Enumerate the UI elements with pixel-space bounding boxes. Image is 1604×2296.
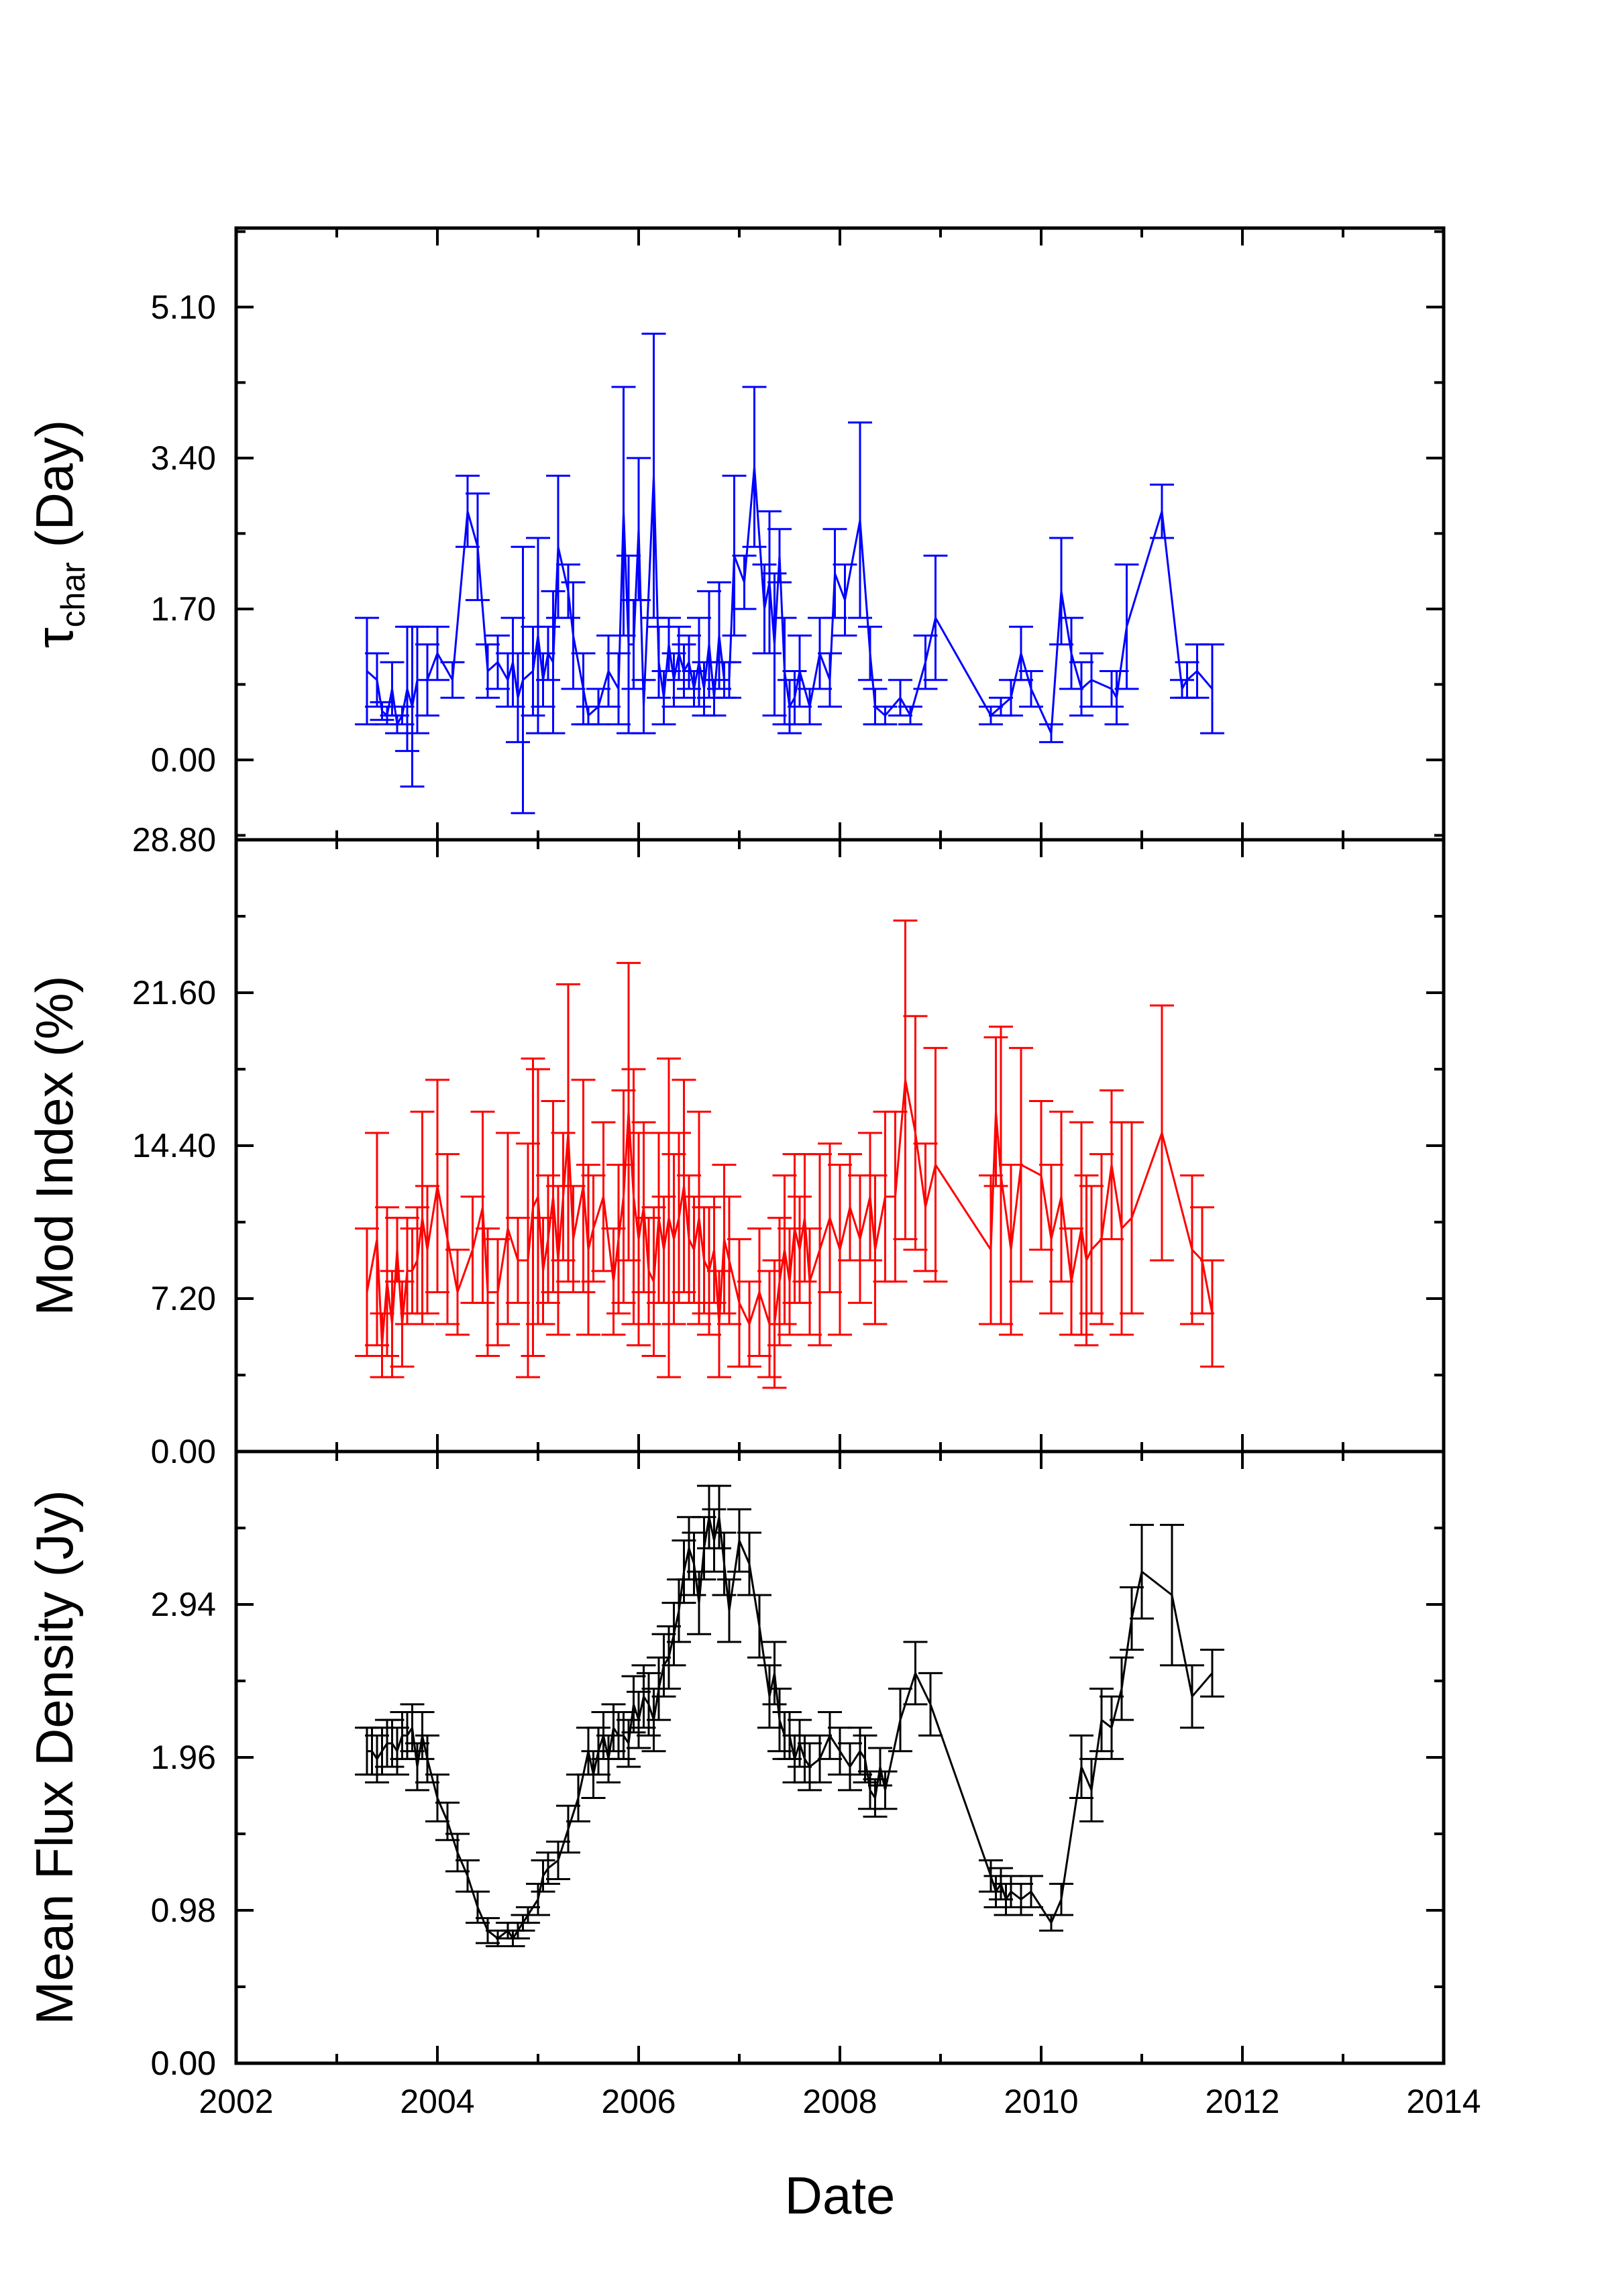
series-line [366,466,1214,734]
y-tick-label-bottom: 0.00 [151,2044,216,2082]
x-tick-label: 2006 [601,2083,676,2120]
x-axis-title: Date [785,2166,896,2225]
y-tick-label: 2.94 [151,1586,216,1623]
y-axis-title: Mod Index (%) [25,975,84,1315]
y-tick-label: 5.10 [151,288,216,326]
y-tick-label: 0.00 [151,741,216,779]
x-tick-label: 2010 [1004,2083,1078,2120]
x-tick-label: 2012 [1205,2083,1279,2120]
panel-frame [234,838,1446,1454]
y-tick-label: 7.20 [151,1280,216,1317]
series-line [367,1516,1214,1940]
x-tick-label: 2004 [400,2083,474,2120]
x-tick-label: 2008 [802,2083,877,2120]
panel-mod-index: 7.20 14.40 21.60 28.80 Mod Index (%) [25,821,1446,1454]
y-tick-label: 21.60 [132,974,216,1012]
y-tick-label-top: 0.00 [151,1433,216,1470]
y-tick-label: 1.70 [151,590,216,628]
x-tick-label: 2002 [199,2083,273,2120]
y-tick-label-top: 28.80 [132,821,216,859]
x-axis: 2002 2004 2006 2008 2010 2012 2014 [199,2083,1481,2120]
x-tick-label: 2014 [1406,2083,1481,2120]
panel-tau-char: 0.00 1.70 3.40 5.10 τchar (Day) [25,226,1446,842]
y-tick-label: 3.40 [151,439,216,477]
y-tick-label: 1.96 [151,1739,216,1776]
y-tick-label: 0.98 [151,1892,216,1929]
panel-frame [234,226,1446,842]
y-axis-title: τchar (Day) [25,420,92,648]
y-axis-title: Mean Flux Density (Jy) [25,1490,84,2025]
y-tick-label: 0.00 [151,2044,216,2082]
y-tick-label: 14.40 [132,1127,216,1164]
series-line [366,1079,1214,1347]
